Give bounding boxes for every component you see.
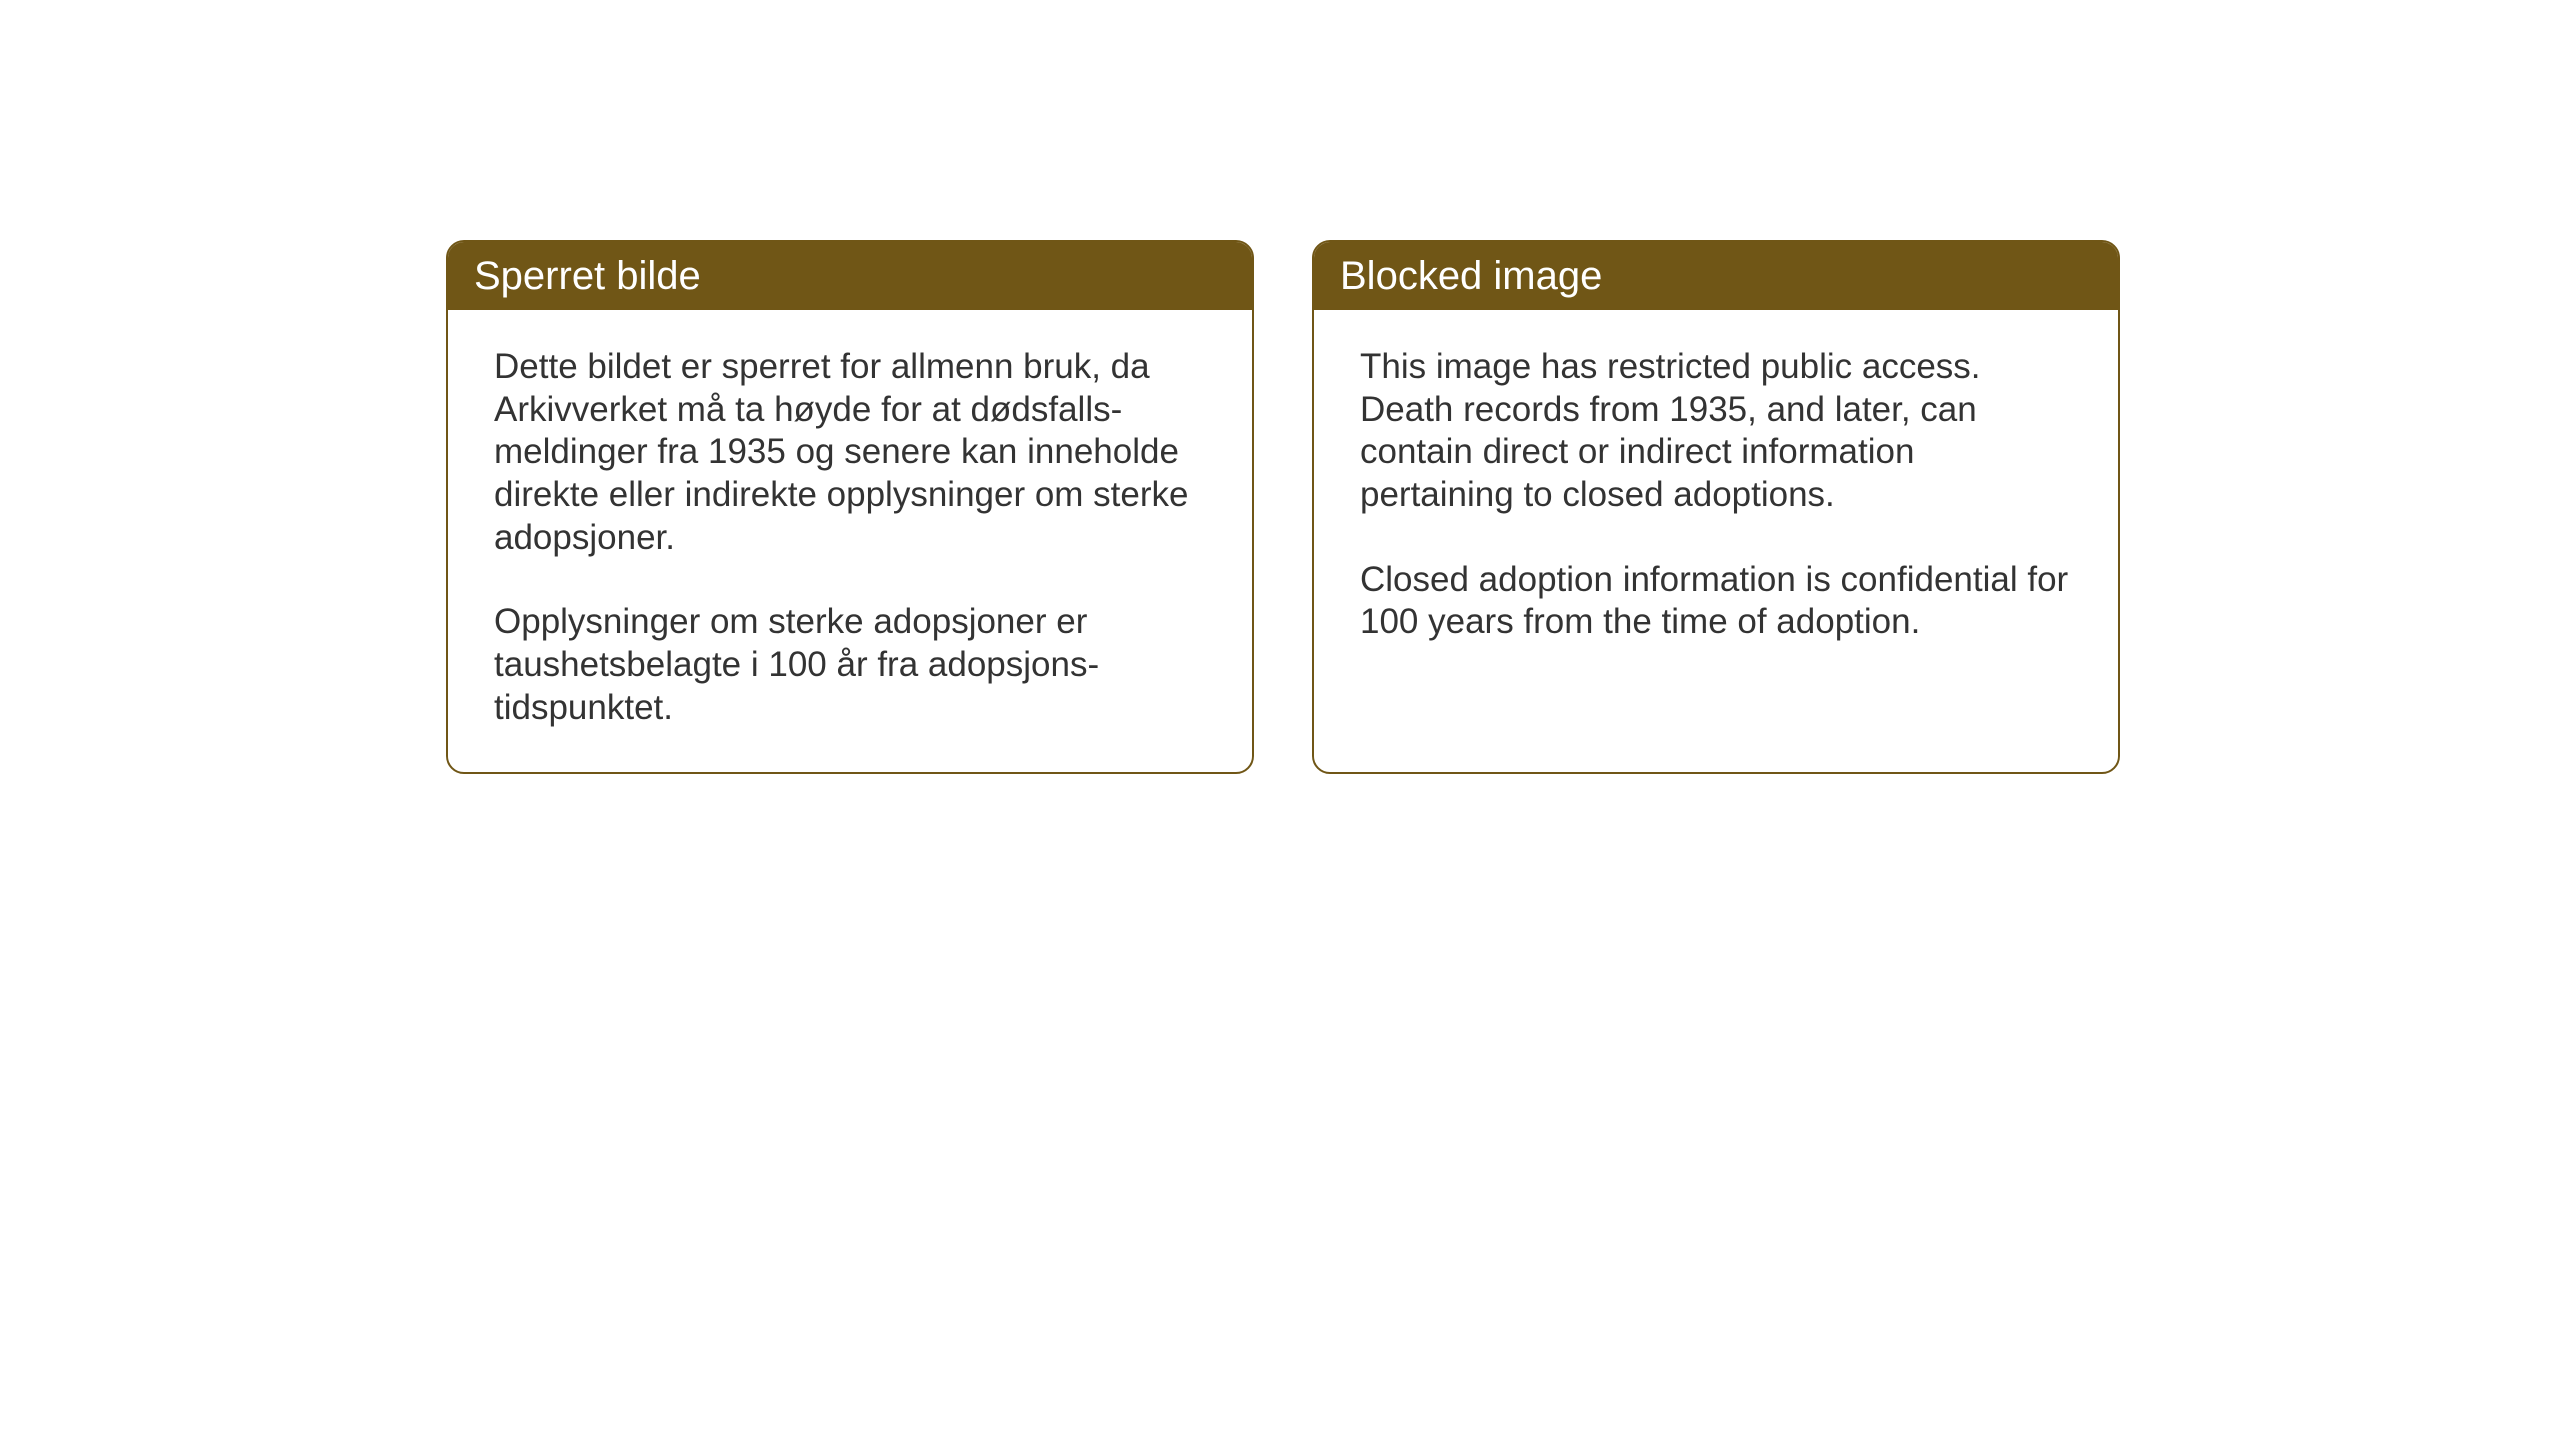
card-body-norwegian: Dette bildet er sperret for allmenn bruk…: [448, 310, 1252, 772]
notice-card-english: Blocked image This image has restricted …: [1312, 240, 2120, 774]
card-header-english: Blocked image: [1314, 242, 2118, 310]
notice-cards-container: Sperret bilde Dette bildet er sperret fo…: [446, 240, 2120, 774]
card-paragraph: This image has restricted public access.…: [1360, 346, 2076, 517]
card-paragraph: Dette bildet er sperret for allmenn bruk…: [494, 346, 1210, 559]
card-body-english: This image has restricted public access.…: [1314, 310, 2118, 686]
card-paragraph: Opplysninger om sterke adopsjoner er tau…: [494, 601, 1210, 729]
card-paragraph: Closed adoption information is confident…: [1360, 559, 2076, 644]
notice-card-norwegian: Sperret bilde Dette bildet er sperret fo…: [446, 240, 1254, 774]
card-header-norwegian: Sperret bilde: [448, 242, 1252, 310]
